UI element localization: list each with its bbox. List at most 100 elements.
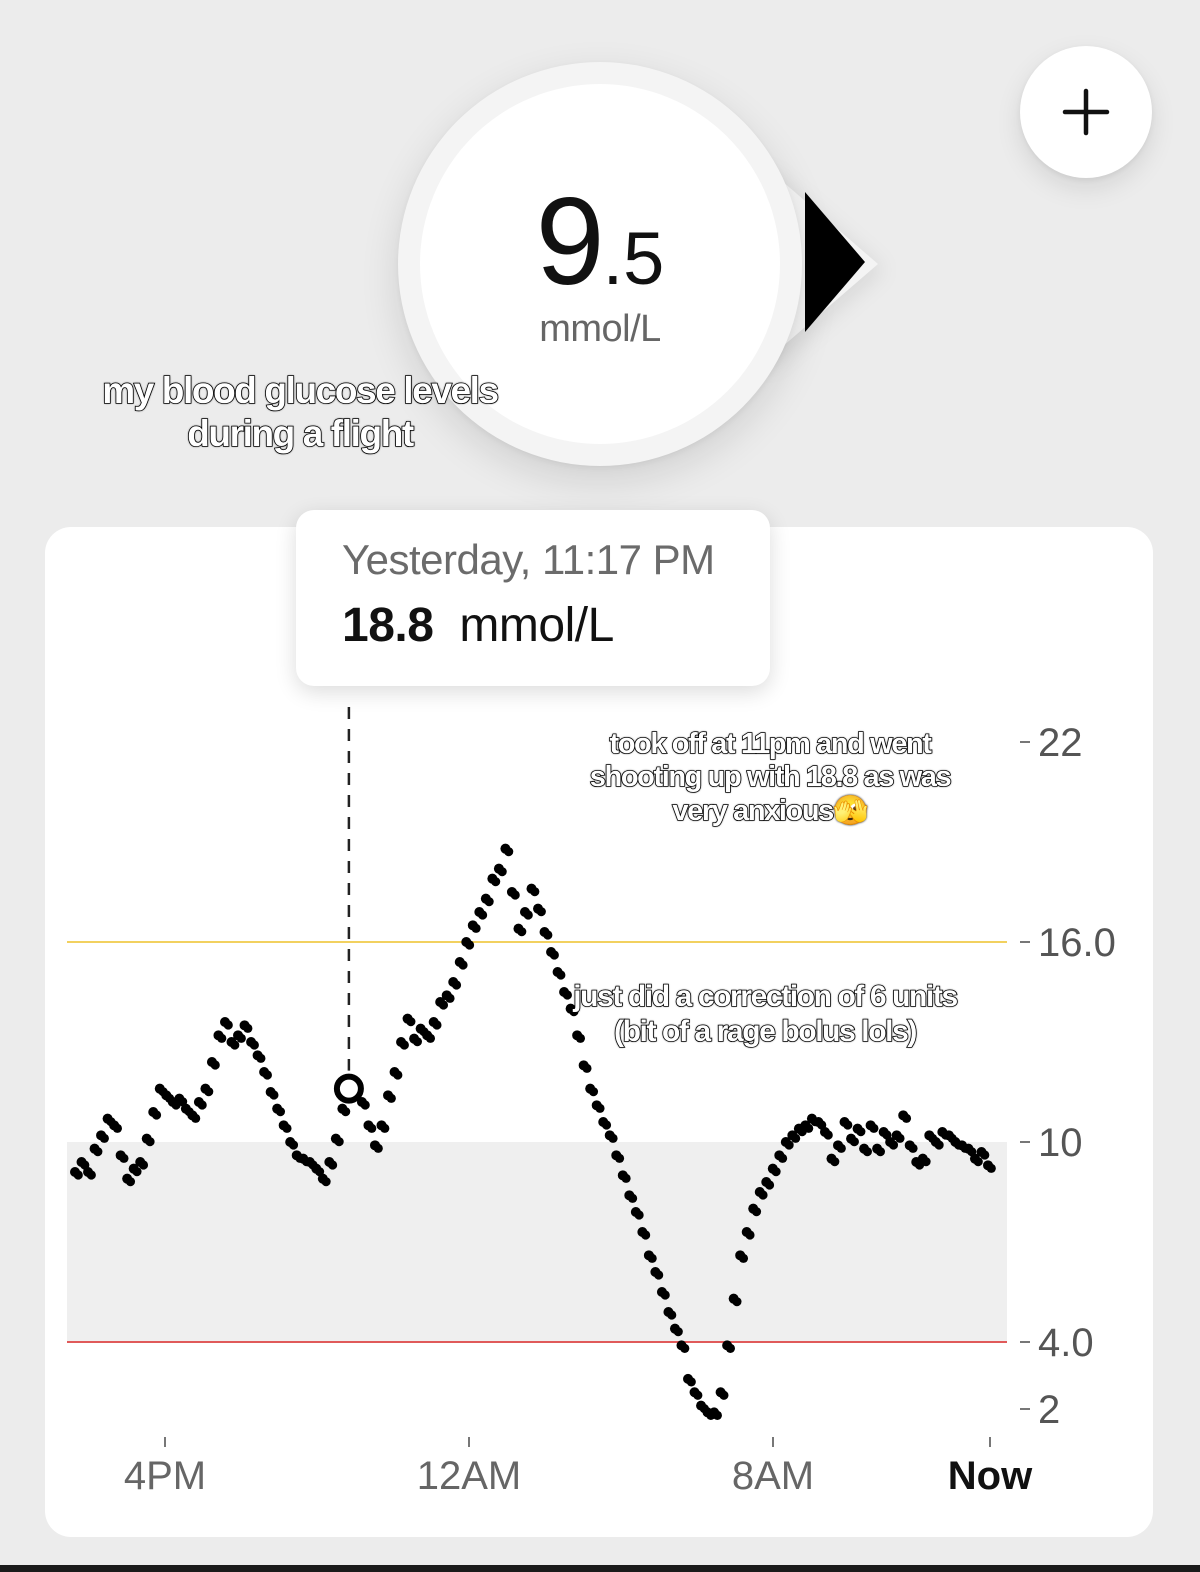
glucose-point: [686, 1377, 696, 1387]
x-tick-label: 4PM: [124, 1454, 206, 1498]
glucose-point: [784, 1140, 794, 1150]
glucose-point: [621, 1173, 631, 1183]
glucose-point: [647, 1253, 657, 1263]
glucose-point: [321, 1177, 331, 1187]
glucose-point: [660, 1290, 670, 1300]
glucose-point: [132, 1167, 142, 1177]
glucose-point: [634, 1210, 644, 1220]
glucose-point: [151, 1110, 162, 1120]
glucose-point: [777, 1153, 788, 1163]
glucose-point: [210, 1060, 220, 1070]
add-entry-button[interactable]: [1020, 46, 1152, 178]
glucose-point: [236, 1033, 246, 1043]
glucose-point: [569, 1007, 579, 1017]
glucose-point: [575, 1033, 586, 1043]
glucose-point: [582, 1063, 592, 1073]
caption-correction: just did a correction of 6 units (bit of…: [572, 979, 959, 1048]
glucose-point: [556, 970, 566, 980]
glucose-point: [530, 887, 540, 897]
glucose-point: [614, 1153, 625, 1163]
glucose-point: [745, 1230, 755, 1240]
glucose-point: [830, 1157, 840, 1167]
glucose-point: [262, 1070, 272, 1080]
glucose-point: [751, 1207, 762, 1217]
glucose-point: [764, 1180, 775, 1190]
glucose-point: [99, 1133, 109, 1143]
glucose-point: [673, 1327, 683, 1337]
glucose-point: [438, 1000, 449, 1010]
tooltip-value: 18.8 mmol/L: [342, 599, 614, 652]
glucose-point: [230, 1040, 240, 1050]
glucose-point: [373, 1143, 383, 1153]
glucose-point: [934, 1140, 944, 1150]
glucose-point: [367, 1123, 377, 1133]
caption-title: my blood glucose levels during a flight: [101, 369, 500, 454]
glucose-point: [712, 1410, 722, 1420]
glucose-point: [725, 1343, 736, 1353]
bottom-edge: [0, 1565, 1200, 1572]
glucose-point: [275, 1107, 286, 1117]
glucose-point: [921, 1157, 931, 1167]
selected-reading-marker: [333, 1073, 364, 1104]
current-reading-value: 9.5: [535, 173, 665, 311]
x-tick-label: 8AM: [732, 1454, 814, 1498]
reading-tooltip: Yesterday, 11:17 PM 18.8 mmol/L: [296, 510, 770, 686]
glucose-point: [138, 1160, 149, 1170]
glucose-point: [380, 1123, 390, 1133]
glucose-point: [386, 1093, 396, 1103]
glucose-point: [862, 1147, 872, 1157]
x-tick-label: 12AM: [417, 1454, 522, 1498]
glucose-point: [888, 1140, 899, 1150]
glucose-chart[interactable]: 22 16.0 10 4.0 2 4PM 12AM 8AM Now: [45, 527, 1153, 1537]
glucose-point: [601, 1120, 612, 1130]
glucose-chart-card[interactable]: 22 16.0 10 4.0 2 4PM 12AM 8AM Now: [45, 527, 1153, 1537]
glucose-point: [901, 1113, 912, 1123]
trend-arrow-right-icon: [805, 192, 865, 332]
glucose-point: [562, 990, 572, 1000]
glucose-point: [523, 910, 533, 920]
glucose-point: [497, 867, 507, 877]
glucose-point: [843, 1120, 853, 1130]
plus-icon: [1062, 88, 1110, 136]
glucose-point: [288, 1140, 299, 1150]
y-tick-label: 16.0: [1038, 921, 1116, 965]
glucose-point: [836, 1143, 846, 1153]
glucose-point: [399, 1040, 409, 1050]
y-tick-label: 22: [1038, 721, 1083, 765]
glucose-point: [412, 1037, 422, 1047]
y-tick-label: 2: [1038, 1388, 1060, 1432]
caption-takeoff: took off at 11pm and went shooting up wi…: [589, 727, 952, 827]
glucose-point: [464, 940, 475, 950]
glucose-point: [608, 1133, 618, 1143]
glucose-point: [249, 1040, 259, 1050]
current-reading-unit: mmol/L: [539, 308, 661, 350]
glucose-point: [191, 1113, 201, 1123]
glucose-point: [393, 1070, 403, 1080]
y-tick-label: 4.0: [1038, 1321, 1094, 1365]
glucose-point: [849, 1137, 859, 1147]
glucose-point: [406, 1017, 416, 1027]
glucose-point: [327, 1160, 338, 1170]
glucose-point: [256, 1053, 266, 1063]
glucose-point: [425, 1033, 436, 1043]
glucose-point: [432, 1020, 442, 1030]
glucose-point: [86, 1170, 96, 1180]
glucose-point: [654, 1270, 664, 1280]
glucose-point: [517, 927, 527, 937]
glucose-point: [980, 1150, 990, 1160]
glucose-point: [112, 1123, 122, 1133]
glucose-point: [627, 1193, 638, 1203]
glucose-point: [510, 890, 520, 900]
glucose-point: [119, 1153, 129, 1163]
glucose-point: [986, 1163, 996, 1173]
glucose-point: [732, 1297, 742, 1307]
glucose-point: [341, 1107, 351, 1117]
target-range-band: [67, 1142, 1007, 1342]
glucose-point: [719, 1390, 729, 1400]
glucose-point: [641, 1230, 651, 1240]
glucose-point: [823, 1130, 833, 1140]
glucose-point: [484, 897, 494, 907]
current-reading-circle[interactable]: [420, 84, 780, 444]
glucose-point: [282, 1123, 292, 1133]
tooltip-time: Yesterday, 11:17 PM: [342, 536, 715, 583]
